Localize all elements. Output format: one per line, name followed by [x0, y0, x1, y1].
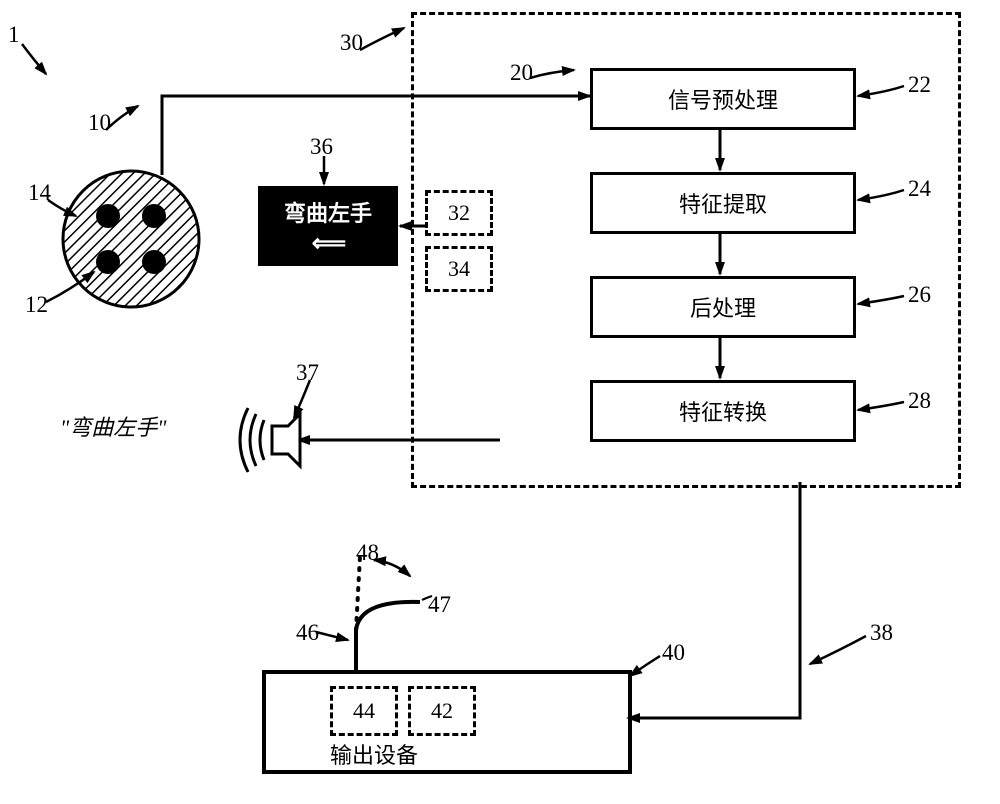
label-12: 12: [25, 292, 48, 318]
sensor-icon: [63, 171, 199, 307]
connector-layer: [0, 0, 1000, 804]
label-26: 26: [908, 282, 931, 308]
label-10: 10: [88, 110, 111, 136]
catheter-bend: [356, 602, 420, 630]
label-20: 20: [510, 60, 533, 86]
label-38: 38: [870, 620, 893, 646]
speaker-icon: [240, 408, 300, 472]
label-48: 48: [356, 540, 379, 566]
label-14: 14: [28, 180, 51, 206]
label-1: 1: [8, 22, 20, 48]
label-30: 30: [340, 30, 363, 56]
label-36: 36: [310, 134, 333, 160]
label-40: 40: [662, 640, 685, 666]
line-sensor-to-proc: [162, 96, 590, 135]
label-22: 22: [908, 72, 931, 98]
label-46: 46: [296, 620, 319, 646]
label-24: 24: [908, 176, 931, 202]
line-proc-to-output: [628, 482, 800, 718]
label-37: 37: [296, 360, 319, 386]
diagram-stage: 信号预处理 特征提取 后处理 特征转换 32 34 弯曲左手 ⟸ "弯曲左手" …: [0, 0, 1000, 804]
label-28: 28: [908, 388, 931, 414]
label-47: 47: [428, 592, 451, 618]
